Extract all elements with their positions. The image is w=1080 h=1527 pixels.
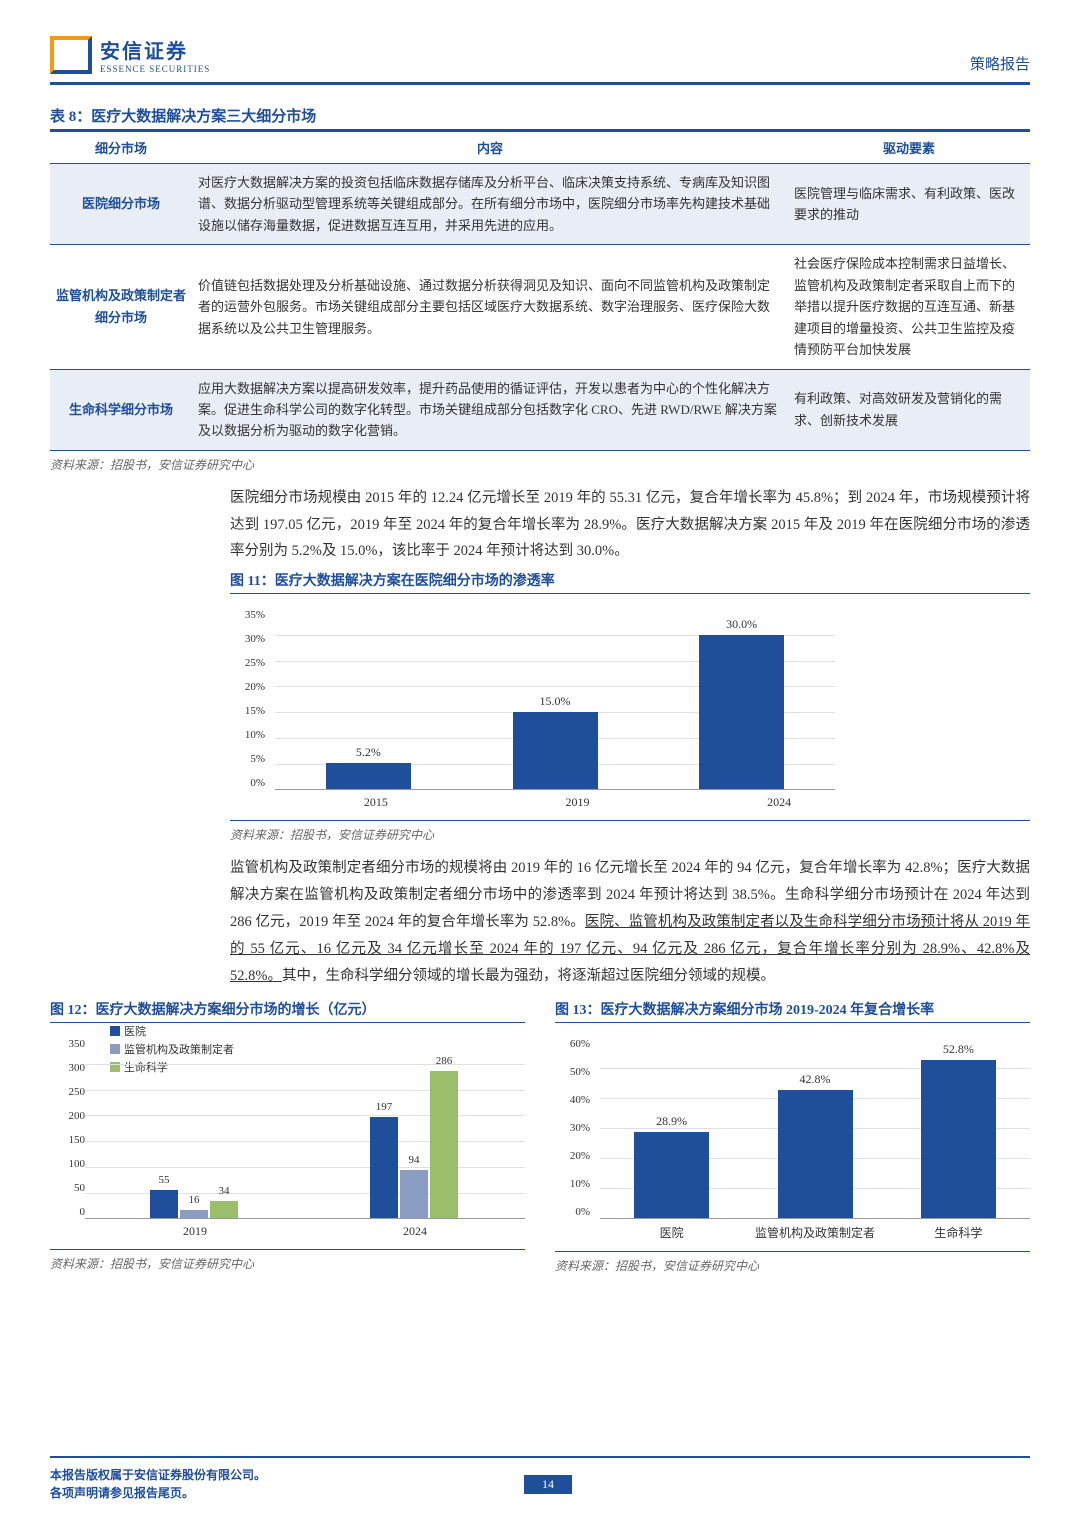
logo-icon (50, 36, 92, 74)
fig-11-source: 资料来源：招股书，安信证券研究中心 (230, 826, 1030, 843)
th-segment: 细分市场 (50, 132, 192, 164)
page-header: 安信证券 ESSENCE SECURITIES 策略报告 (50, 35, 1030, 85)
disclaimer: 各项声明请参见报告尾页。 (50, 1484, 266, 1502)
fig-11-chart: 35%30%25%20%15%10%5%0% 5.2%15.0%30.0% 20… (230, 594, 1030, 821)
fig-13-title: 图 13：医疗大数据解决方案细分市场 2019-2024 年复合增长率 (555, 999, 1030, 1023)
table-row-content: 对医疗大数据解决方案的投资包括临床数据存储库及分析平台、临床决策支持系统、专病库… (192, 164, 788, 245)
copyright: 本报告版权属于安信证券股份有限公司。 (50, 1466, 266, 1484)
page-number: 14 (524, 1475, 572, 1494)
table-8-title: 表 8：医疗大数据解决方案三大细分市场 (50, 105, 1030, 131)
table-8: 细分市场 内容 驱动要素 医院细分市场对医疗大数据解决方案的投资包括临床数据存储… (50, 131, 1030, 451)
table-row-driver: 社会医疗保险成本控制需求日益增长、监管机构及政策制定者采取自上而下的举措以提升医… (788, 245, 1030, 369)
th-driver: 驱动要素 (788, 132, 1030, 164)
fig-13-source: 资料来源：招股书，安信证券研究中心 (555, 1257, 1030, 1274)
paragraph-2: 监管机构及政策制定者细分市场的规模将由 2019 年的 16 亿元增长至 202… (230, 855, 1030, 989)
paragraph-1: 医院细分市场规模由 2015 年的 12.24 亿元增长至 2019 年的 55… (230, 485, 1030, 565)
table-row-segment: 生命科学细分市场 (50, 369, 192, 450)
th-content: 内容 (192, 132, 788, 164)
fig-11-title: 图 11：医疗大数据解决方案在医院细分市场的渗透率 (230, 570, 1030, 594)
logo-cn: 安信证券 (100, 35, 210, 64)
table-row-driver: 医院管理与临床需求、有利政策、医改要求的推动 (788, 164, 1030, 245)
fig-12-source: 资料来源：招股书，安信证券研究中心 (50, 1255, 525, 1272)
fig-13-chart: 60%50%40%30%20%10%0% 28.9%42.8%52.8% 医院监… (555, 1023, 1030, 1252)
page-footer: 本报告版权属于安信证券股份有限公司。 各项声明请参见报告尾页。 14 (50, 1456, 1030, 1502)
table-row-segment: 医院细分市场 (50, 164, 192, 245)
table-row-content: 应用大数据解决方案以提高研发效率，提升药品使用的循证评估，开发以患者为中心的个性… (192, 369, 788, 450)
logo: 安信证券 ESSENCE SECURITIES (50, 35, 210, 74)
fig-12-chart: 350300250200150100500 医院监管机构及政策制定者生命科学 5… (50, 1023, 525, 1250)
fig-12-title: 图 12：医疗大数据解决方案细分市场的增长（亿元） (50, 999, 525, 1023)
table-row-segment: 监管机构及政策制定者细分市场 (50, 245, 192, 369)
logo-en: ESSENCE SECURITIES (100, 64, 210, 74)
table-8-source: 资料来源：招股书，安信证券研究中心 (50, 456, 1030, 473)
table-row-driver: 有利政策、对高效研发及营销化的需求、创新技术发展 (788, 369, 1030, 450)
report-type: 策略报告 (970, 53, 1030, 74)
table-row-content: 价值链包括数据处理及分析基础设施、通过数据分析获得洞见及知识、面向不同监管机构及… (192, 245, 788, 369)
